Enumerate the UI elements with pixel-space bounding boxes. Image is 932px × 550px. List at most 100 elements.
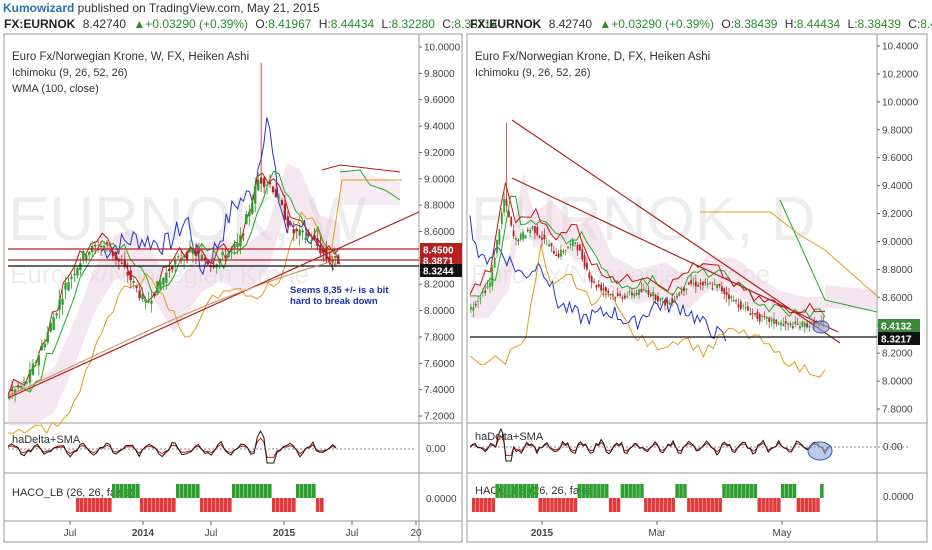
left-chikou-line (100, 117, 335, 276)
right-high: 8.44434 (796, 17, 841, 31)
left-pane-haco-label[interactable]: HACO_LB (26, 26, false) (12, 487, 134, 499)
right-haco-bar-up (722, 484, 726, 498)
right-haco-bar-down (554, 498, 558, 512)
left-haco-bar-up (180, 484, 184, 498)
right-candle (716, 284, 719, 289)
left-haco-bar-up (132, 484, 136, 498)
left-candle (257, 179, 260, 191)
left-candle (268, 182, 272, 185)
right-candle (801, 321, 804, 327)
right-candle (680, 291, 683, 293)
left-y-tick: 7.6000 (424, 359, 455, 370)
left-candle (25, 382, 29, 384)
right-candle (536, 226, 539, 236)
left-candle (194, 251, 198, 256)
right-candle (758, 313, 761, 322)
left-candle (120, 262, 124, 264)
right-osc-line (469, 427, 831, 462)
left-haco-bar-down (104, 498, 108, 512)
right-haco-bar-up (581, 484, 586, 498)
right-y-tick: 8.6000 (882, 293, 913, 304)
right-candle (550, 242, 553, 247)
left-candle (49, 322, 52, 332)
right-study-ichimoku[interactable]: Ichimoku (9, 26, 52, 26) (475, 67, 591, 79)
left-candle (168, 268, 171, 271)
right-candle (489, 282, 491, 287)
left-x-tick: 2014 (132, 528, 155, 539)
right-haco-bar-up (749, 484, 754, 498)
right-candle (512, 230, 515, 237)
left-wma-line (7, 261, 331, 397)
right-haco-bar-up (624, 484, 629, 498)
right-haco-bar-down (706, 498, 711, 512)
right-candle (562, 251, 565, 253)
left-haco-bar-up (264, 484, 268, 498)
left-candle (218, 258, 221, 263)
left-candle (114, 251, 118, 260)
right-candle (524, 235, 527, 239)
left-candle (144, 299, 147, 302)
right-candle (711, 287, 714, 289)
right-haco-bar-up (604, 484, 609, 498)
right-candle (659, 298, 662, 302)
left-candle (277, 197, 281, 199)
right-candle (640, 288, 643, 292)
left-candle (185, 251, 189, 260)
right-haco-bar-down (663, 498, 668, 512)
right-haco-bar-up (780, 484, 785, 498)
right-candle (789, 323, 792, 326)
right-price: 8.42740 (548, 17, 593, 31)
left-candle (105, 242, 109, 245)
annotation-line-2: hard to break down (290, 296, 378, 307)
right-candle (799, 326, 801, 329)
right-candle (694, 281, 697, 287)
left-haco-bar-up (124, 484, 128, 498)
left-l-label: L: (381, 17, 392, 31)
left-candle (271, 186, 275, 193)
left-pane-hadelta-label[interactable]: haDelta+SMA (12, 434, 81, 446)
left-symbol[interactable]: FX:EURNOK (4, 17, 76, 31)
right-candle (718, 283, 721, 287)
left-candle (176, 256, 180, 258)
right-candle (706, 283, 709, 285)
left-haco-bar-down (220, 498, 224, 512)
right-haco-bar-down (691, 498, 695, 512)
right-haco-bar-down (757, 498, 762, 512)
right-haco-bar-down (558, 498, 562, 512)
left-study-wma[interactable]: WMA (100, close) (12, 83, 99, 95)
right-pane-hadelta-label[interactable]: haDelta+SMA (475, 431, 544, 443)
right-haco-bar-down (479, 498, 484, 512)
right-haco-bar-down (804, 498, 808, 512)
left-candle (331, 260, 334, 262)
right-candle (616, 293, 619, 296)
right-y-tick: 9.2000 (882, 209, 913, 220)
left-candle (206, 261, 210, 265)
right-candle (810, 321, 813, 323)
right-y-tick: 9.0000 (882, 237, 913, 248)
left-candle (171, 266, 174, 270)
right-future-senkou (700, 211, 878, 297)
right-candle (647, 289, 650, 295)
right-haco-bar-up (597, 484, 601, 498)
right-haco-bar-up (507, 484, 511, 498)
left-high: 8.44434 (330, 17, 375, 31)
right-candle (564, 250, 567, 252)
left-y-tick: 7.8000 (424, 332, 455, 343)
right-symbol[interactable]: FX:EURNOK (470, 17, 542, 31)
right-candle (602, 288, 605, 291)
right-chikou-line (469, 215, 727, 342)
left-haco-bar-down (148, 498, 152, 512)
right-haco-bar-down (538, 498, 543, 512)
right-candle (687, 282, 690, 285)
left-candle (262, 178, 266, 187)
right-haco-bar-up (628, 484, 632, 498)
left-o-label: O: (255, 17, 269, 31)
right-candle (578, 244, 581, 251)
left-study-ichimoku[interactable]: Ichimoku (9, 26, 52, 26) (12, 67, 128, 79)
right-candle (737, 304, 740, 308)
right-haco-bar-down (671, 498, 675, 512)
left-candle (82, 250, 85, 261)
right-candle (515, 238, 517, 241)
author-link[interactable]: Kumowizard (3, 1, 75, 15)
